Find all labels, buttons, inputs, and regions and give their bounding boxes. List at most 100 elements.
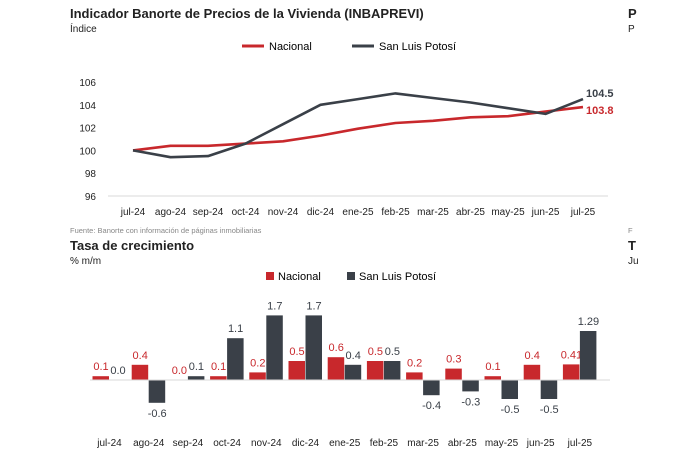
right-cut-title-1: P <box>628 6 637 21</box>
line-x-tick-label: mar-25 <box>417 207 449 218</box>
line-slp <box>132 92 584 159</box>
bar-label-slp: 0.5 <box>385 346 400 358</box>
line-x-tick-label: jun-25 <box>531 207 560 218</box>
line-x-tick-label: oct-24 <box>232 207 260 218</box>
bar-slp <box>187 376 205 380</box>
line-x-tick-label: abr-25 <box>456 207 485 218</box>
bar-label-nacional: 0.4 <box>525 350 540 362</box>
bar-slp <box>579 331 597 380</box>
bar-label-slp: 1.1 <box>228 323 243 335</box>
bar-x-tick-label: sep-24 <box>173 438 204 449</box>
bar-slp <box>501 380 518 399</box>
bar-label-nacional: 0.4 <box>133 350 148 362</box>
line-x-tick-label: dic-24 <box>307 207 335 218</box>
bar-x-tick-label: dic-24 <box>292 438 320 449</box>
bar-label-slp: -0.5 <box>501 404 520 416</box>
bar-series: 0.1 0.00.4-0.60.0 0.1 0.11.10.21.70.51.70.6… <box>92 300 599 420</box>
line-chart-unit: Índice <box>70 24 97 35</box>
line-nacional <box>132 105 584 152</box>
right-cut-title-2: T <box>628 238 636 253</box>
bar-slp <box>266 315 283 380</box>
bar-label-slp: -0.4 <box>422 400 441 412</box>
right-cut-sub-2: Ju <box>628 256 639 267</box>
bar-x-tick-label: feb-25 <box>370 438 399 449</box>
line-y-tick-label: 100 <box>79 146 96 157</box>
line-x-tick-label: feb-25 <box>381 207 410 218</box>
bar-x-tick-label: mar-25 <box>407 438 439 449</box>
line-chart-title: Indicador Banorte de Precios de la Vivie… <box>70 6 424 21</box>
bar-x-tick-label: jul-24 <box>96 438 122 449</box>
bar-label-nacional: 0.6 <box>329 342 344 354</box>
legend-label-nacional: Nacional <box>269 41 312 53</box>
bar-x-tick-label: ene-25 <box>329 438 361 449</box>
bar-x-tick-label: ago-24 <box>133 438 165 449</box>
right-cut-sub-1: P <box>628 24 635 35</box>
end-label-slp: 104.5 <box>586 88 614 100</box>
bar-label-nacional: 0.0 <box>172 365 187 377</box>
bar-label-nacional: 0.1 <box>93 361 108 373</box>
bar-nacional <box>92 376 109 380</box>
line-x-tick-label: ago-24 <box>155 207 187 218</box>
bar-nacional <box>288 361 305 380</box>
bar-label-nacional: 0.5 <box>289 346 304 358</box>
bar-label-slp: 1.7 <box>267 300 282 312</box>
bar-legend: Nacional San Luis Potosí <box>266 271 436 283</box>
bar-label-slp: -0.5 <box>540 404 559 416</box>
end-label-nacional: 103.8 <box>586 105 614 117</box>
bar-nacional <box>562 364 580 380</box>
line-x-tick-label: may-25 <box>491 207 525 218</box>
bar-nacional <box>210 376 227 380</box>
bar-chart-title: Tasa de crecimiento <box>70 238 195 253</box>
bar-label-slp: 0.1 <box>189 361 204 373</box>
line-y-tick-label: 106 <box>79 78 96 89</box>
bar-legend-swatch-slp <box>347 272 355 280</box>
bar-nacional <box>445 368 462 380</box>
line-axes: 96 98 100 102 104 106 jul-24 ago-24 sep-24 oct-24… <box>79 78 608 218</box>
bar-legend-label-slp: San Luis Potosí <box>359 271 436 283</box>
line-x-tick-label: jul-24 <box>120 207 146 218</box>
bar-nacional <box>484 376 501 380</box>
line-y-tick-label: 98 <box>85 169 97 180</box>
line-x-tick-label: nov-24 <box>268 207 299 218</box>
bar-chart-unit: % m/m <box>70 256 102 267</box>
bar-nacional <box>249 372 266 380</box>
bar-x-tick-label: oct-24 <box>213 438 241 449</box>
bar-label-nacional: 0.1 <box>211 361 226 373</box>
bar-label-slp: 1.29 <box>578 316 599 328</box>
right-cut-source: F <box>628 226 633 235</box>
bar-x-tick-label: jun-25 <box>526 438 555 449</box>
line-x-tick-label: ene-25 <box>342 207 374 218</box>
bar-nacional <box>327 357 345 380</box>
bar-x-tick-label: may-25 <box>485 438 519 449</box>
line-y-tick-label: 96 <box>85 192 97 203</box>
line-x-tick-label: jul-25 <box>570 207 596 218</box>
bar-x-tick-label: nov-24 <box>251 438 282 449</box>
bar-slp <box>423 380 440 396</box>
bar-slp <box>344 364 362 380</box>
line-x-tick-label: sep-24 <box>193 207 224 218</box>
bar-x-tick-label: jul-25 <box>567 438 593 449</box>
bar-label-nacional: 0.41 <box>561 349 582 361</box>
bar-legend-swatch-nacional <box>266 272 274 280</box>
bar-nacional <box>523 364 541 380</box>
bar-label-slp: -0.3 <box>461 396 480 408</box>
line-series: 104.5 103.8 <box>132 88 614 159</box>
line-legend: Nacional San Luis Potosí <box>242 41 456 53</box>
bar-slp <box>540 380 558 399</box>
bar-label-slp: 1.7 <box>306 300 321 312</box>
bar-label-nacional: 0.3 <box>446 354 461 366</box>
bar-nacional <box>366 361 384 380</box>
bar-legend-label-nacional: Nacional <box>278 271 321 283</box>
bar-nacional <box>406 372 423 380</box>
bar-x-tick-label: abr-25 <box>448 438 477 449</box>
bar-label-nacional: 0.5 <box>368 346 383 358</box>
bar-label-nacional: 0.1 <box>485 361 500 373</box>
bar-slp <box>227 338 244 380</box>
legend-label-slp: San Luis Potosí <box>379 41 456 53</box>
bar-label-nacional: 0.2 <box>250 357 265 369</box>
bar-label-slp: 0.4 <box>346 350 361 362</box>
bar-label-slp: -0.6 <box>148 408 167 420</box>
bar-slp <box>462 380 479 392</box>
bar-slp <box>305 315 322 380</box>
